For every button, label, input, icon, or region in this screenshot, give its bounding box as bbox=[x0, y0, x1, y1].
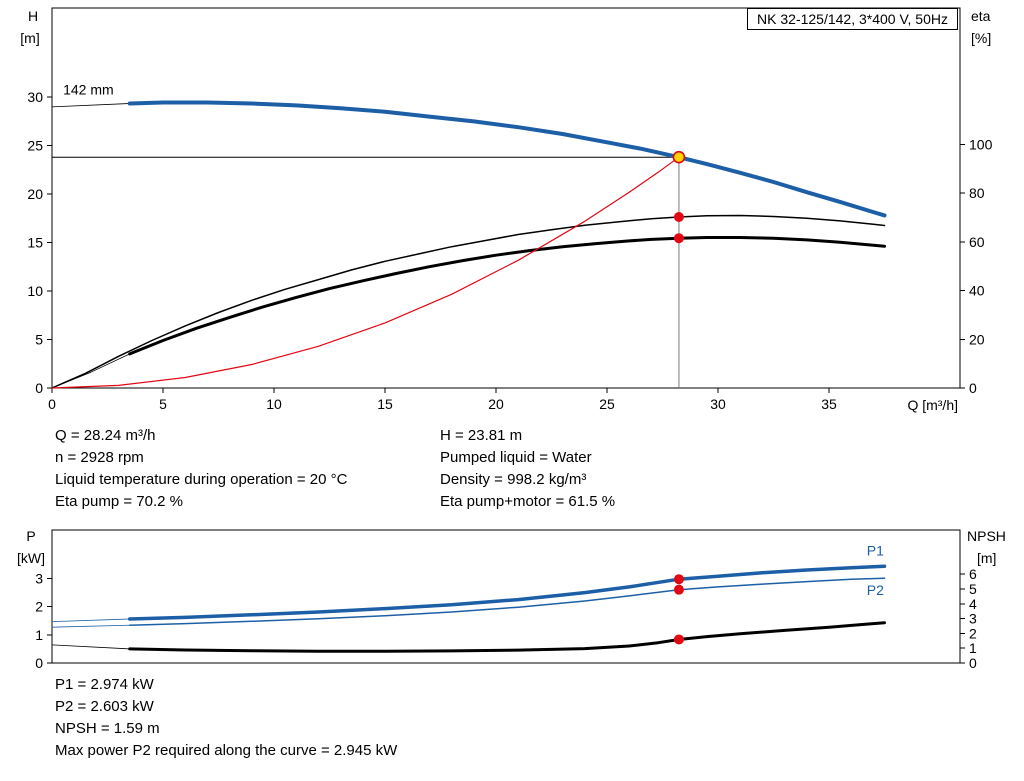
info-head: H = 23.81 m bbox=[440, 427, 523, 444]
info-temperature: Liquid temperature during operation = 20… bbox=[55, 471, 348, 488]
right-axis-unit: [%] bbox=[971, 30, 991, 46]
y-left-tick-label: 20 bbox=[27, 186, 43, 202]
x-tick-label: 25 bbox=[599, 396, 615, 412]
y-left-tick-label: 30 bbox=[27, 89, 43, 105]
y-right-tick-label: 2 bbox=[969, 625, 977, 641]
power-npsh-chart-frame bbox=[51, 529, 961, 664]
footer-npsh: NPSH = 1.59 m bbox=[55, 720, 160, 737]
eta-pump-curve bbox=[51, 214, 886, 389]
left-axis-label: P bbox=[26, 528, 35, 544]
y-left-tick-label: 0 bbox=[35, 655, 43, 671]
p1-point bbox=[673, 574, 684, 585]
x-tick-label: 10 bbox=[266, 396, 282, 412]
x-tick-label: 15 bbox=[377, 396, 393, 412]
duty-info-left-column: Q = 28.24 m³/h n = 2928 rpm Liquid tempe… bbox=[55, 425, 347, 513]
impeller-diameter-label: 142 mm bbox=[63, 81, 114, 97]
npsh-lead-curve bbox=[51, 644, 131, 650]
hq-chart: 0 5 10 15 20 25 30 35 0 5 10 15 20 25 30 0 20 40 60 80 100 Q … bbox=[20, 7, 993, 413]
p2-lead-curve bbox=[51, 624, 131, 628]
p1-curve bbox=[127, 564, 887, 621]
eta-pump-point bbox=[673, 212, 684, 222]
head-lead-curve bbox=[51, 103, 131, 108]
hq-chart-frame bbox=[51, 7, 961, 389]
duty-info-right-column: H = 23.81 m Pumped liquid = Water Densit… bbox=[440, 425, 615, 513]
head-142mm-curve bbox=[127, 100, 887, 218]
y-right-tick-label: 60 bbox=[969, 234, 985, 250]
y-right-tick-label: 1 bbox=[969, 640, 977, 656]
left-axis-label: H bbox=[28, 8, 38, 24]
left-axis-unit: [m] bbox=[20, 30, 39, 46]
x-tick-label: 5 bbox=[159, 396, 167, 412]
x-tick-label: 35 bbox=[821, 396, 837, 412]
footer-p2: P2 = 2.603 kW bbox=[55, 698, 154, 715]
y-left-tick-label: 2 bbox=[35, 599, 43, 615]
y-right-tick-label: 20 bbox=[969, 331, 985, 347]
info-density: Density = 998.2 kg/m³ bbox=[440, 471, 587, 488]
y-right-tick-label: 0 bbox=[969, 380, 977, 396]
left-axis-unit: [kW] bbox=[17, 550, 45, 566]
y-left-tick-label: 5 bbox=[35, 332, 43, 348]
p2-curve bbox=[128, 577, 886, 626]
x-tick-label: 20 bbox=[488, 396, 504, 412]
y-right-tick-label: 4 bbox=[969, 596, 977, 612]
info-eta-total: Eta pump+motor = 61.5 % bbox=[440, 493, 616, 510]
info-flow: Q = 28.24 m³/h bbox=[55, 427, 156, 444]
duty-info-block: Q = 28.24 m³/h n = 2928 rpm Liquid tempe… bbox=[55, 425, 960, 517]
npsh-point bbox=[673, 634, 684, 645]
y-right-tick-label: 3 bbox=[969, 611, 977, 627]
info-speed: n = 2928 rpm bbox=[55, 449, 144, 466]
y-right-tick-label: 5 bbox=[969, 581, 977, 597]
footer-p1: P1 = 2.974 kW bbox=[55, 676, 154, 693]
y-left-tick-label: 3 bbox=[35, 570, 43, 586]
footer-max-power: Max power P2 required along the curve = … bbox=[55, 742, 398, 759]
x-tick-label: 0 bbox=[48, 396, 56, 412]
y-right-tick-label: 100 bbox=[969, 136, 993, 152]
info-eta-pump: Eta pump = 70.2 % bbox=[55, 493, 183, 510]
y-left-tick-label: 0 bbox=[35, 380, 43, 396]
y-left-tick-label: 10 bbox=[27, 283, 43, 299]
right-axis-label: NPSH bbox=[967, 528, 1006, 544]
eta-pump-motor-lead-curve bbox=[51, 353, 131, 389]
x-axis-label: Q [m³/h] bbox=[907, 397, 958, 413]
right-axis-label: eta bbox=[971, 8, 991, 24]
info-pumped-liquid: Pumped liquid = Water bbox=[440, 449, 592, 466]
right-axis-unit: [m] bbox=[977, 550, 996, 566]
y-right-tick-label: 40 bbox=[969, 283, 985, 299]
eta-pump-motor-point bbox=[673, 233, 684, 244]
y-right-tick-label: 0 bbox=[969, 655, 977, 671]
y-left-tick-label: 25 bbox=[27, 138, 43, 154]
y-left-tick-label: 1 bbox=[35, 627, 43, 643]
eta-pump-motor-curve bbox=[128, 236, 886, 356]
y-right-tick-label: 6 bbox=[969, 566, 977, 582]
y-right-tick-label: 80 bbox=[969, 185, 985, 201]
x-tick-label: 30 bbox=[710, 396, 726, 412]
p1-label: P1 bbox=[867, 542, 884, 558]
p2-point bbox=[673, 584, 684, 595]
p1-lead-curve bbox=[51, 618, 131, 622]
duty-point bbox=[672, 150, 686, 164]
pump-model-box: NK 32-125/142, 3*400 V, 50Hz bbox=[747, 8, 958, 30]
npsh-curve bbox=[128, 621, 886, 653]
y-left-tick-label: 15 bbox=[27, 235, 43, 251]
p2-label: P2 bbox=[867, 582, 884, 598]
system-curve-curve bbox=[51, 156, 680, 389]
power-info-block: P1 = 2.974 kW P2 = 2.603 kW NPSH = 1.59 … bbox=[55, 674, 397, 762]
